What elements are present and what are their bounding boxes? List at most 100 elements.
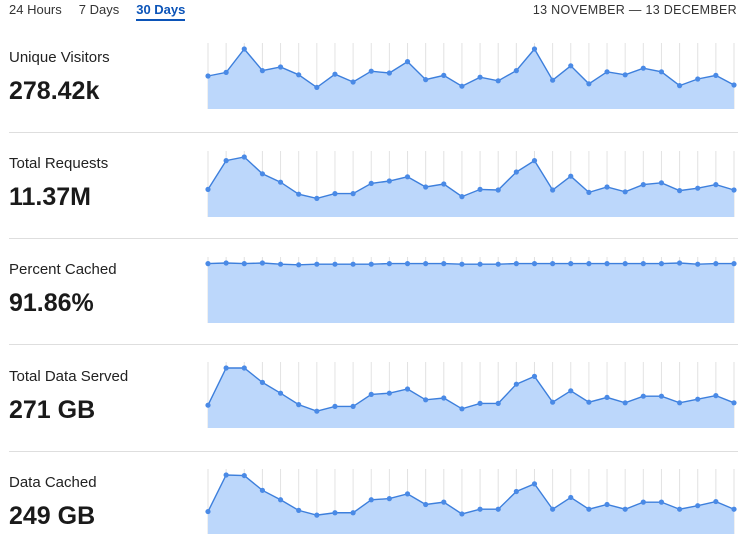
sparkline-point bbox=[477, 400, 483, 406]
sparkline-point bbox=[676, 83, 683, 89]
sparkline-point bbox=[586, 261, 592, 267]
tab-7-days[interactable]: 7 Days bbox=[78, 2, 120, 17]
metric-label: Percent Cached bbox=[9, 261, 117, 278]
sparkline-point bbox=[332, 71, 338, 77]
sparkline-point bbox=[314, 84, 320, 90]
sparkline-point bbox=[658, 69, 665, 75]
sparkline-point bbox=[513, 169, 519, 175]
sparkline-area bbox=[208, 368, 734, 428]
sparkline-point bbox=[441, 499, 447, 505]
sparkline-line bbox=[207, 474, 735, 516]
sparkline-chart[interactable] bbox=[205, 43, 737, 116]
sparkline-point bbox=[713, 72, 719, 78]
sparkline-point bbox=[350, 191, 356, 197]
sparkline-point bbox=[550, 399, 556, 405]
sparkline-point bbox=[731, 82, 737, 88]
sparkline-point bbox=[241, 261, 247, 267]
sparkline-point bbox=[350, 510, 356, 516]
sparkline-chart[interactable] bbox=[205, 362, 737, 435]
sparkline-point bbox=[695, 261, 701, 267]
sparkline-point bbox=[277, 179, 284, 185]
metric-value: 249 GB bbox=[9, 502, 96, 530]
sparkline-chart[interactable] bbox=[205, 469, 737, 541]
sparkline-point bbox=[676, 506, 683, 512]
sparkline-point bbox=[459, 83, 465, 89]
sparkline-point bbox=[622, 72, 628, 78]
sparkline-chart[interactable] bbox=[205, 151, 737, 224]
sparkline-point bbox=[731, 261, 737, 267]
metric-row-percent-cached: Percent Cached 91.86% bbox=[9, 257, 738, 345]
sparkline-chart[interactable] bbox=[205, 257, 737, 330]
sparkline-point bbox=[531, 481, 538, 487]
time-range-tabs: 24 Hours 7 Days 30 Days bbox=[9, 2, 202, 21]
sparkline-point bbox=[332, 510, 338, 516]
metric-value: 91.86% bbox=[9, 289, 94, 317]
sparkline-point bbox=[586, 189, 592, 195]
sparkline-point bbox=[640, 393, 646, 399]
sparkline-point bbox=[658, 261, 665, 267]
sparkline-point bbox=[586, 81, 592, 87]
sparkline-point bbox=[223, 260, 229, 266]
sparkline-point bbox=[223, 158, 229, 164]
sparkline-point bbox=[259, 260, 266, 266]
sparkline-point bbox=[586, 506, 592, 512]
sparkline-point bbox=[296, 507, 302, 513]
sparkline-point bbox=[513, 261, 519, 267]
sparkline-point bbox=[495, 506, 501, 512]
sparkline-point bbox=[404, 491, 411, 497]
sparkline-line bbox=[207, 367, 735, 412]
sparkline-point bbox=[695, 185, 701, 191]
sparkline-point bbox=[731, 400, 737, 406]
sparkline-point bbox=[531, 158, 538, 164]
metric-value: 278.42k bbox=[9, 77, 100, 105]
tab-30-days[interactable]: 30 Days bbox=[136, 2, 186, 21]
sparkline-point bbox=[441, 395, 447, 401]
sparkline-point bbox=[241, 154, 247, 160]
sparkline-point bbox=[386, 261, 392, 267]
sparkline-point bbox=[568, 63, 574, 69]
metric-label: Data Cached bbox=[9, 474, 97, 491]
sparkline-point bbox=[568, 173, 574, 179]
sparkline-point bbox=[368, 180, 374, 186]
sparkline-point bbox=[550, 187, 556, 193]
sparkline-point bbox=[495, 78, 501, 84]
sparkline-point bbox=[713, 498, 719, 505]
sparkline-point bbox=[568, 494, 574, 501]
sparkline-point bbox=[205, 186, 211, 192]
row-divider bbox=[9, 132, 738, 133]
sparkline-point bbox=[550, 261, 556, 267]
sparkline-point bbox=[495, 187, 501, 193]
sparkline-point bbox=[459, 194, 465, 200]
sparkline-point bbox=[658, 499, 665, 505]
sparkline-point bbox=[277, 497, 284, 503]
metric-row-total-data-served: Total Data Served 271 GB bbox=[9, 362, 738, 452]
sparkline-area bbox=[208, 49, 734, 109]
sparkline-point bbox=[423, 397, 429, 403]
sparkline-point bbox=[441, 181, 447, 187]
metric-row-unique-visitors: Unique Visitors 278.42k bbox=[9, 43, 738, 133]
sparkline-point bbox=[459, 406, 465, 412]
sparkline-point bbox=[676, 400, 683, 406]
sparkline-point bbox=[241, 46, 247, 52]
sparkline-point bbox=[713, 261, 719, 267]
sparkline-point bbox=[368, 497, 374, 503]
sparkline-point bbox=[604, 501, 610, 508]
sparkline-line bbox=[207, 262, 734, 266]
sparkline-point bbox=[531, 261, 538, 267]
sparkline-point bbox=[332, 261, 338, 267]
sparkline-point bbox=[640, 499, 646, 505]
sparkline-point bbox=[658, 180, 665, 186]
sparkline-point bbox=[296, 402, 302, 408]
row-divider bbox=[9, 238, 738, 239]
sparkline-point bbox=[622, 189, 628, 195]
tab-24-hours[interactable]: 24 Hours bbox=[9, 2, 62, 17]
sparkline-point bbox=[441, 72, 447, 78]
sparkline-point bbox=[296, 72, 302, 78]
sparkline-point bbox=[531, 373, 538, 379]
sparkline-point bbox=[423, 77, 429, 83]
top-bar: 24 Hours 7 Days 30 Days 13 NOVEMBER — 13… bbox=[0, 0, 747, 24]
sparkline-point bbox=[640, 182, 646, 188]
sparkline-point bbox=[205, 73, 211, 79]
metric-label: Total Data Served bbox=[9, 368, 129, 385]
sparkline-area bbox=[208, 475, 734, 534]
